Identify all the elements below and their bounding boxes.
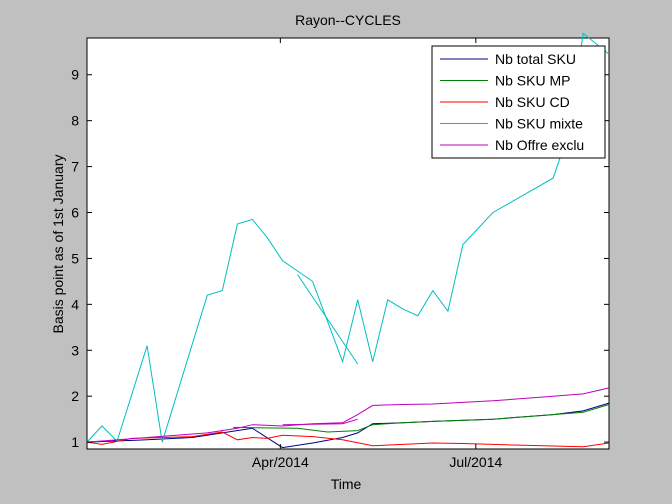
- series-line-nb-offre-exclu: [282, 418, 358, 426]
- legend-label: Nb SKU mixte: [495, 116, 583, 132]
- y-tick-label: 5: [71, 250, 79, 266]
- y-tick-label: 4: [71, 296, 79, 312]
- x-axis-label: Time: [331, 476, 362, 492]
- series-line-nb-sku-mixte: [297, 274, 359, 365]
- series-line-nb-sku-mixte: [86, 32, 610, 443]
- series-line-nb-sku-cd: [86, 431, 610, 448]
- legend-label: Nb Offre exclu: [495, 137, 584, 153]
- legend: Nb total SKU Nb SKU MP Nb SKU CD Nb SKU mix…: [431, 45, 606, 159]
- legend-label: Nb SKU MP: [495, 73, 570, 89]
- series-line-nb-offre-exclu: [86, 387, 610, 443]
- y-tick-label: 6: [71, 205, 79, 221]
- y-tick-label: 7: [71, 159, 79, 175]
- legend-label: Nb SKU CD: [495, 94, 570, 110]
- chart-title: Rayon--CYCLES: [295, 12, 401, 28]
- x-tick-label: Apr/2014: [252, 454, 309, 470]
- series-layer: [86, 32, 610, 449]
- legend-label: Nb total SKU: [495, 51, 576, 67]
- legend-items: Nb total SKU Nb SKU MP Nb SKU CD Nb SKU mix…: [440, 51, 584, 153]
- ticks-layer: 1 2 3 4 5 6 7 8 9 Apr/2014 Jul/2014: [71, 38, 609, 470]
- y-tick-label: 9: [71, 67, 79, 83]
- y-tick-label: 8: [71, 113, 79, 129]
- y-axis-label: Basis point as of 1st January: [50, 155, 66, 334]
- series-line-nb-sku-mp: [233, 404, 610, 433]
- y-tick-label: 2: [71, 388, 79, 404]
- y-tick-label: 3: [71, 342, 79, 358]
- y-tick-label: 1: [71, 434, 79, 450]
- x-tick-label: Jul/2014: [449, 454, 502, 470]
